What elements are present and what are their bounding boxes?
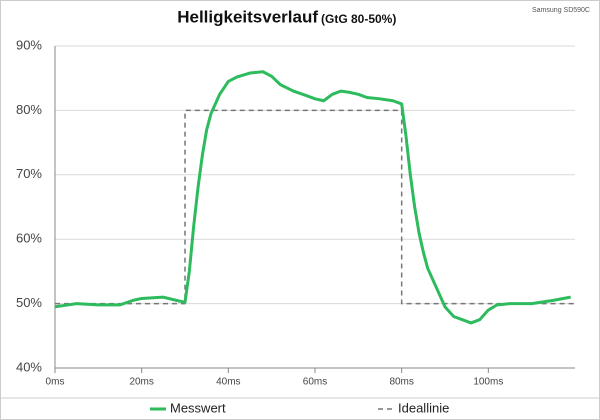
legend-label: Ideallinie xyxy=(398,400,449,415)
y-tick-label: 60% xyxy=(16,231,42,246)
x-tick-label: 0ms xyxy=(46,377,65,388)
y-tick-label: 80% xyxy=(16,102,42,117)
x-tick-label: 40ms xyxy=(216,377,240,388)
chart-subtitle: (GtG 80-50%) xyxy=(321,12,396,26)
x-tick-label: 20ms xyxy=(129,377,153,388)
y-tick-label: 50% xyxy=(16,295,42,310)
annotation: Samsung SD590C xyxy=(532,7,590,14)
x-tick-label: 60ms xyxy=(303,377,327,388)
series-line xyxy=(55,109,575,305)
y-tick-label: 90% xyxy=(16,37,42,52)
y-tick-label: 40% xyxy=(16,359,42,374)
series-line xyxy=(54,70,571,325)
y-tick-label: 70% xyxy=(16,166,42,181)
chart-title: Helligkeitsverlauf xyxy=(177,7,318,26)
x-tick-label: 80ms xyxy=(389,377,413,388)
legend-label: Messwert xyxy=(170,400,226,415)
x-tick-label: 100ms xyxy=(473,377,503,388)
